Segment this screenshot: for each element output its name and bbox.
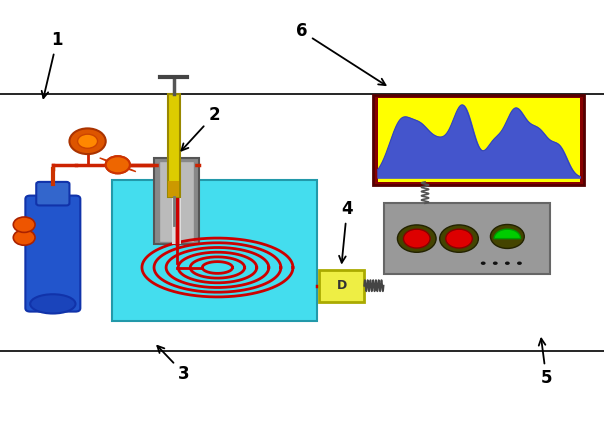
FancyBboxPatch shape (384, 203, 550, 274)
Text: 5: 5 (539, 339, 552, 387)
Circle shape (13, 230, 35, 245)
FancyBboxPatch shape (167, 94, 180, 197)
Circle shape (397, 225, 436, 252)
Circle shape (403, 229, 430, 248)
FancyBboxPatch shape (172, 158, 181, 244)
Circle shape (490, 224, 524, 248)
FancyBboxPatch shape (159, 160, 194, 242)
FancyBboxPatch shape (319, 270, 364, 302)
Circle shape (106, 156, 130, 173)
Polygon shape (120, 165, 136, 172)
FancyBboxPatch shape (154, 158, 199, 244)
FancyBboxPatch shape (168, 181, 179, 197)
Circle shape (446, 229, 472, 248)
Circle shape (77, 134, 97, 149)
Text: 2: 2 (181, 106, 220, 151)
Circle shape (440, 225, 478, 252)
Circle shape (69, 128, 106, 154)
Wedge shape (494, 229, 521, 239)
Polygon shape (100, 158, 115, 165)
FancyBboxPatch shape (373, 95, 584, 185)
FancyBboxPatch shape (112, 180, 317, 321)
Text: 1: 1 (42, 31, 63, 98)
FancyBboxPatch shape (36, 182, 69, 205)
Circle shape (493, 262, 498, 265)
Ellipse shape (30, 294, 76, 313)
Circle shape (481, 262, 486, 265)
Text: D: D (336, 279, 347, 292)
Circle shape (13, 217, 35, 232)
Circle shape (517, 262, 522, 265)
FancyBboxPatch shape (378, 98, 580, 182)
Text: 6: 6 (296, 22, 385, 85)
Circle shape (106, 156, 130, 173)
Circle shape (505, 262, 510, 265)
Text: 4: 4 (339, 200, 353, 263)
FancyBboxPatch shape (25, 196, 80, 312)
Text: 3: 3 (157, 346, 190, 383)
